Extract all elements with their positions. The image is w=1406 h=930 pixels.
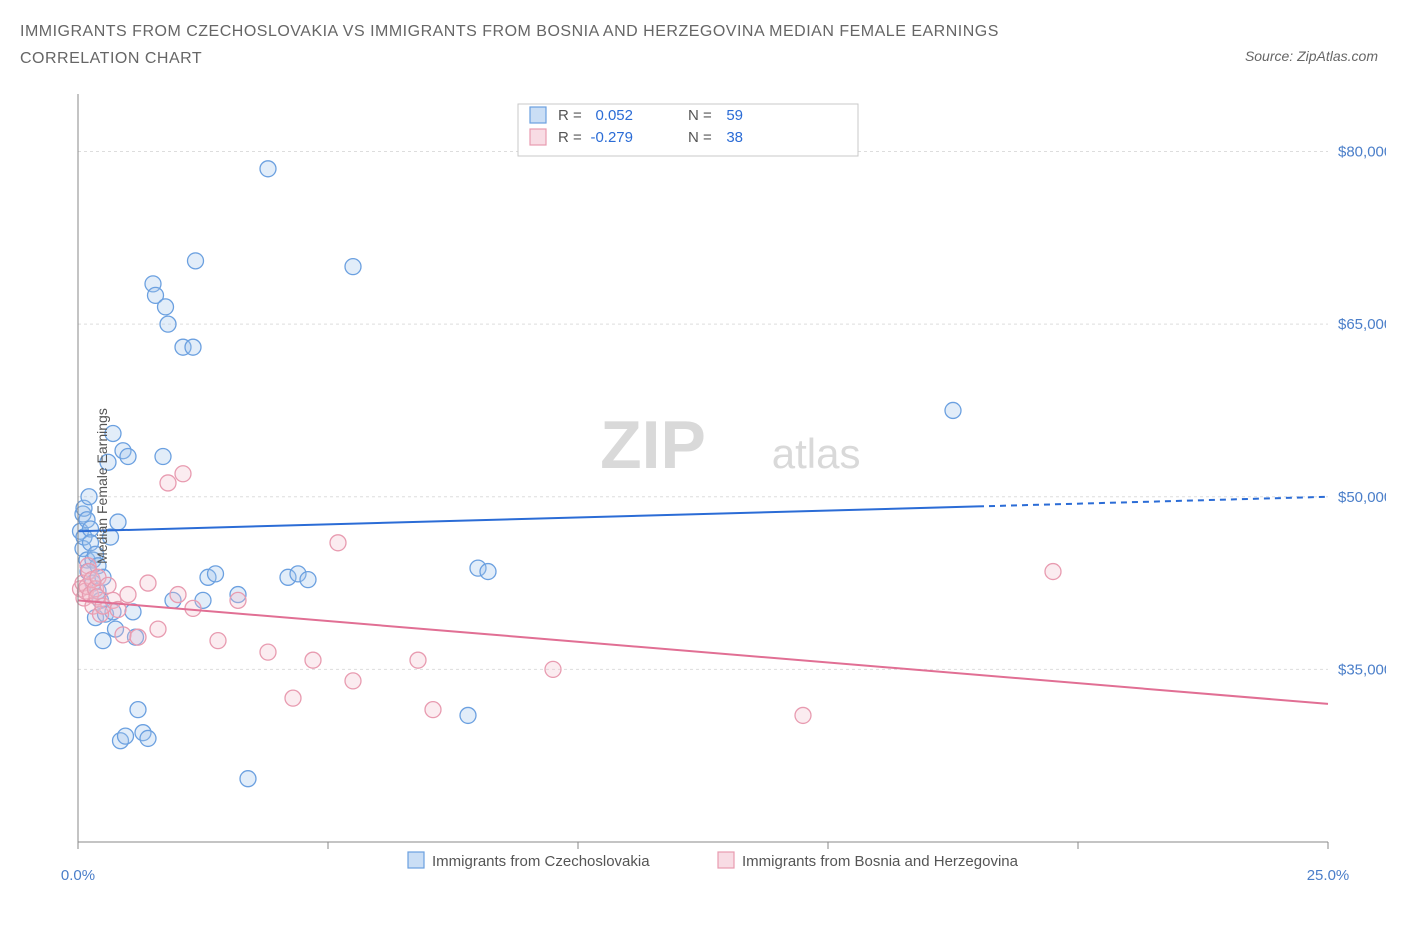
data-point-bosnia (160, 475, 176, 491)
correlation-scatter-chart: Median Female Earnings ZIP atlas $35,000 $5… (20, 86, 1386, 886)
legend-n-label: N = (688, 129, 712, 146)
data-point-bosnia (330, 535, 346, 551)
data-point-bosnia (1045, 564, 1061, 580)
data-point-czech (300, 572, 316, 588)
data-point-bosnia (115, 627, 131, 643)
data-point-bosnia (230, 592, 246, 608)
y-tick-label: $50,000 (1338, 489, 1386, 506)
source-attribution: Source: ZipAtlas.com (1245, 48, 1378, 64)
data-point-czech (120, 448, 136, 464)
data-point-bosnia (100, 577, 116, 593)
data-point-czech (260, 161, 276, 177)
data-point-bosnia (260, 644, 276, 660)
legend-n-value-czech: 59 (726, 107, 743, 124)
svg-text:atlas: atlas (772, 430, 861, 477)
data-point-bosnia (285, 690, 301, 706)
data-point-bosnia (410, 652, 426, 668)
legend-swatch-czech (530, 107, 546, 123)
data-point-czech (140, 730, 156, 746)
legend-swatch-bosnia (530, 129, 546, 145)
data-point-bosnia (185, 600, 201, 616)
legend-n-value-bosnia: 38 (726, 129, 743, 146)
data-point-bosnia (425, 702, 441, 718)
data-point-czech (160, 316, 176, 332)
bottom-legend-swatch-czech (408, 852, 424, 868)
bottom-legend-label-bosnia: Immigrants from Bosnia and Herzegovina (742, 853, 1019, 870)
y-tick-label: $65,000 (1338, 316, 1386, 333)
trendline-czech (78, 506, 978, 531)
legend-r-label: R = (558, 107, 582, 124)
trendline-czech-extrap (978, 497, 1328, 507)
data-point-czech (95, 633, 111, 649)
legend-n-label: N = (688, 107, 712, 124)
data-point-bosnia (345, 673, 361, 689)
data-point-czech (185, 339, 201, 355)
data-point-czech (480, 564, 496, 580)
svg-text:ZIP: ZIP (600, 407, 706, 483)
bottom-legend-label-czech: Immigrants from Czechoslovakia (432, 853, 650, 870)
data-point-bosnia (210, 633, 226, 649)
data-point-bosnia (150, 621, 166, 637)
y-axis-title: Median Female Earnings (94, 408, 110, 564)
legend-r-label: R = (558, 129, 582, 146)
data-point-czech (460, 707, 476, 723)
data-point-czech (945, 402, 961, 418)
x-tick-label: 25.0% (1307, 867, 1350, 884)
y-tick-label: $80,000 (1338, 144, 1386, 161)
legend-r-value-bosnia: -0.279 (590, 129, 633, 146)
data-point-czech (240, 771, 256, 787)
x-tick-label: 0.0% (61, 867, 95, 884)
data-point-czech (188, 253, 204, 269)
data-point-czech (155, 448, 171, 464)
data-point-czech (118, 728, 134, 744)
chart-svg: ZIP atlas $35,000 $50,000 $65,000 $80,000 0.0%… (20, 86, 1386, 886)
data-point-czech (110, 514, 126, 530)
data-point-bosnia (140, 575, 156, 591)
data-point-bosnia (120, 587, 136, 603)
data-point-czech (158, 299, 174, 315)
data-point-bosnia (130, 629, 146, 645)
data-point-czech (130, 702, 146, 718)
chart-title-line1: IMMIGRANTS FROM CZECHOSLOVAKIA VS IMMIGR… (20, 18, 1206, 45)
legend-r-value-czech: 0.052 (595, 107, 633, 124)
data-point-bosnia (795, 707, 811, 723)
bottom-legend-swatch-bosnia (718, 852, 734, 868)
data-point-czech (345, 259, 361, 275)
data-point-bosnia (175, 466, 191, 482)
data-point-bosnia (170, 587, 186, 603)
data-point-bosnia (305, 652, 321, 668)
data-point-czech (208, 566, 224, 582)
chart-title-line2: CORRELATION CHART (20, 45, 1206, 72)
data-point-bosnia (545, 661, 561, 677)
y-tick-label: $35,000 (1338, 661, 1386, 678)
